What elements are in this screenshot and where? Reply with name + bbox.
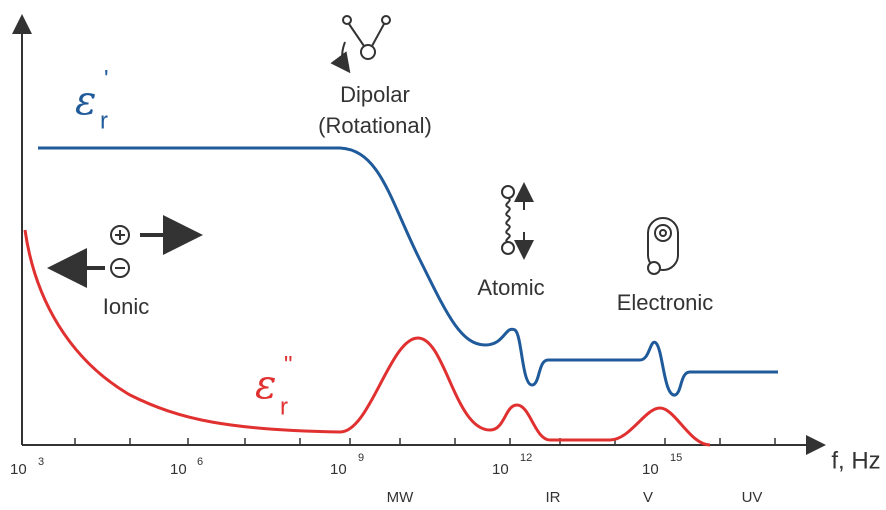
axis-label: f, Hz [831, 447, 880, 474]
dipolar-label: (Rotational) [318, 113, 432, 138]
tick-exponent: 6 [197, 456, 203, 468]
real-subscript: r [100, 107, 108, 134]
real-symbol: ε [75, 78, 96, 124]
electronic-label: Electronic [617, 290, 714, 315]
atomic-icon [501, 182, 534, 260]
real-permittivity-curve [38, 146, 778, 397]
dipolar-label: Dipolar [340, 82, 410, 107]
tick-exponent: 3 [38, 456, 44, 468]
imaginary-symbol: ε [255, 362, 276, 408]
tick-base: 10 [642, 461, 659, 478]
atomic-label: Atomic [477, 275, 544, 300]
tick-exponent: 15 [670, 452, 682, 464]
ionic-icon [47, 215, 203, 288]
axis-ticks [74, 438, 776, 445]
imaginary-superscript: " [284, 351, 293, 378]
tick-base: 10 [10, 461, 27, 478]
tick-exponent: 12 [520, 452, 532, 464]
tick-exponent: 9 [358, 452, 364, 464]
band-label: MW [387, 489, 414, 506]
tick-base: 10 [330, 461, 347, 478]
dipole-icon [330, 15, 391, 74]
imaginary-permittivity-curve [23, 229, 711, 447]
tick-base: 10 [492, 461, 509, 478]
band-label: UV [742, 489, 763, 506]
band-label: IR [546, 489, 561, 506]
ionic-label: Ionic [103, 294, 149, 319]
tick-base: 10 [170, 461, 187, 478]
tick-label: 10 3 10 6 10 9 10 12 10 15 [10, 452, 682, 478]
imaginary-subscript: r [280, 393, 288, 420]
band-label: V [643, 489, 653, 506]
real-superscript: ' [104, 65, 109, 92]
electronic-icon [647, 217, 679, 275]
